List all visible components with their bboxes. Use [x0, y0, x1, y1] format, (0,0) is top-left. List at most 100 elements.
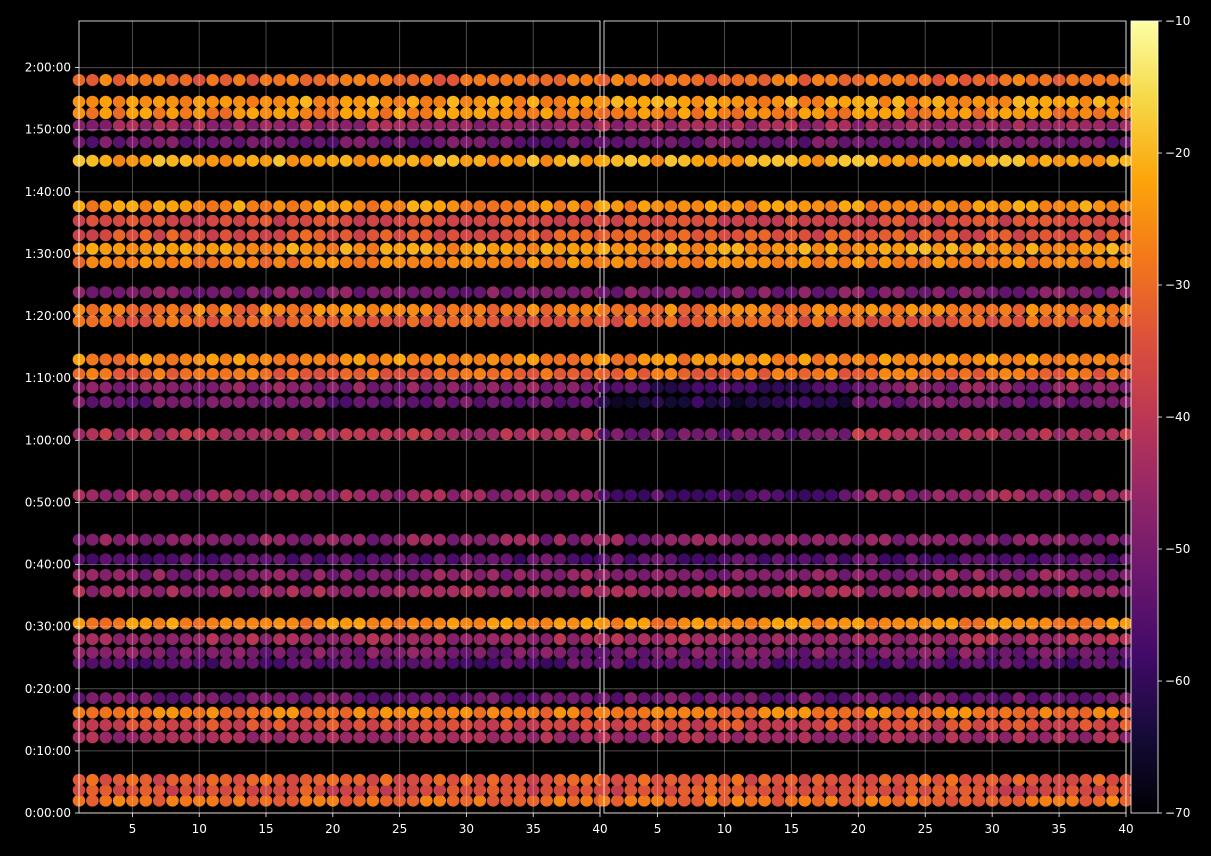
- heatmap-cell: [865, 784, 879, 797]
- heatmap-cell: [286, 214, 300, 227]
- heatmap-cell: [380, 315, 393, 328]
- heatmap-cell: [905, 136, 919, 149]
- heatmap-cell: [838, 731, 852, 744]
- heatmap-cell: [233, 489, 246, 502]
- heatmap-cell: [473, 107, 487, 120]
- heatmap-cell: [704, 381, 718, 394]
- heatmap-cell: [851, 794, 865, 807]
- heatmap-cell: [233, 74, 246, 86]
- heatmap-cell: [473, 656, 487, 669]
- heatmap-cell: [233, 428, 246, 441]
- heatmap-cell: [192, 731, 206, 744]
- heatmap-cell: [366, 242, 380, 255]
- heatmap-cell: [851, 553, 865, 566]
- heatmap-cell: [744, 794, 758, 807]
- heatmap-cell: [624, 74, 638, 86]
- heatmap-cell: [192, 794, 206, 807]
- heatmap-cell: [526, 74, 540, 86]
- heatmap-cell: [339, 706, 353, 719]
- heatmap-cell: [460, 107, 473, 120]
- heatmap-cell: [126, 784, 139, 797]
- heatmap-cell: [718, 428, 731, 441]
- heatmap-cell: [664, 315, 678, 328]
- heatmap-cell: [731, 633, 745, 646]
- heatmap-cell: [259, 136, 273, 149]
- heatmap-cell: [219, 489, 233, 502]
- heatmap-cell: [179, 553, 193, 566]
- heatmap-cell: [691, 74, 705, 86]
- heatmap-cell: [892, 396, 905, 408]
- heatmap-cell: [918, 229, 932, 242]
- heatmap-cell: [540, 214, 553, 227]
- heatmap-cell: [553, 286, 567, 299]
- heatmap-cell: [624, 242, 638, 255]
- heatmap-cell: [1039, 731, 1053, 744]
- heatmap-cell: [286, 154, 300, 167]
- y-axis: 0:00:000:10:000:20:000:30:000:40:000:50:…: [25, 61, 79, 820]
- heatmap-cell: [744, 706, 758, 719]
- heatmap-cell: [664, 353, 678, 366]
- heatmap-cell: [233, 381, 246, 394]
- heatmap-cell: [393, 794, 406, 807]
- heatmap-cell: [637, 256, 651, 269]
- heatmap-cell: [811, 229, 825, 242]
- heatmap-cell: [878, 95, 892, 108]
- heatmap-cell: [313, 107, 326, 120]
- heatmap-cell: [339, 315, 353, 328]
- heatmap-cell: [380, 692, 393, 705]
- heatmap-cell: [1092, 214, 1106, 227]
- heatmap-cell: [1052, 794, 1066, 807]
- heatmap-cell: [771, 773, 785, 786]
- heatmap-cell: [664, 136, 678, 149]
- heatmap-cell: [393, 229, 406, 242]
- heatmap-cell: [704, 692, 718, 705]
- heatmap-cell: [798, 656, 812, 669]
- heatmap-cell: [553, 368, 567, 380]
- heatmap-cell: [393, 214, 406, 227]
- heatmap-cell: [540, 692, 553, 705]
- heatmap-cell: [540, 719, 553, 731]
- heatmap-cell: [825, 95, 838, 108]
- heatmap-cell: [892, 229, 905, 242]
- heatmap-cell: [366, 617, 380, 630]
- heatmap-cell: [259, 731, 273, 744]
- heatmap-cell: [433, 784, 447, 797]
- heatmap-cell: [691, 428, 705, 441]
- heatmap-cell: [1025, 784, 1039, 797]
- heatmap-cell: [959, 719, 972, 731]
- heatmap-cell: [1039, 656, 1053, 669]
- heatmap-cell: [985, 553, 999, 566]
- y-tick-label: 1:50:00: [25, 123, 71, 137]
- heatmap-cell: [219, 242, 233, 255]
- heatmap-cell: [366, 229, 380, 242]
- heatmap-cell: [677, 353, 691, 366]
- heatmap-cell: [985, 200, 999, 213]
- heatmap-cell: [299, 568, 313, 581]
- heatmap-cell: [126, 656, 139, 669]
- heatmap-cell: [286, 585, 300, 598]
- heatmap-cell: [972, 692, 986, 705]
- heatmap-cell: [99, 368, 112, 380]
- heatmap-cell: [166, 381, 179, 394]
- heatmap-cell: [500, 646, 513, 659]
- heatmap-cell: [718, 256, 731, 269]
- heatmap-cell: [677, 303, 691, 316]
- heatmap-cell: [865, 489, 879, 502]
- heatmap-cell: [219, 74, 233, 86]
- heatmap-cell: [420, 585, 433, 598]
- heatmap-cell: [219, 368, 233, 380]
- heatmap-cell: [1106, 692, 1119, 705]
- heatmap-cell: [420, 719, 433, 731]
- heatmap-cell: [206, 368, 219, 380]
- heatmap-cell: [473, 214, 487, 227]
- heatmap-cell: [664, 256, 678, 269]
- heatmap-cell: [246, 719, 259, 731]
- heatmap-cell: [446, 731, 460, 744]
- heatmap-cell: [273, 368, 286, 380]
- heatmap-cell: [1106, 396, 1119, 408]
- heatmap-cell: [1025, 286, 1039, 299]
- heatmap-cell: [192, 617, 206, 630]
- heatmap-cell: [86, 719, 99, 731]
- heatmap-cell: [286, 489, 300, 502]
- heatmap-cell: [473, 396, 487, 408]
